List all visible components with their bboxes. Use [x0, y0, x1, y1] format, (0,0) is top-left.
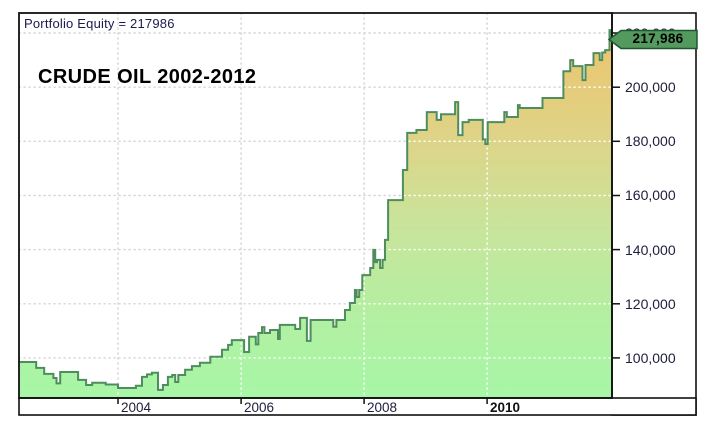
y-tick-label-140000: 140,000 — [625, 242, 676, 258]
x-tick-label-2008: 2008 — [367, 400, 398, 415]
equity-value-tag: 217,986 — [608, 29, 700, 50]
y-tick-label-160000: 160,000 — [625, 187, 676, 203]
portfolio-equity-label: Portfolio Equity = 217986 — [24, 16, 175, 31]
equity-value-tag-shape — [608, 29, 698, 50]
y-tick-label-180000: 180,000 — [625, 133, 676, 149]
y-tick-label-100000: 100,000 — [625, 350, 676, 366]
y-tick-label-200000: 200,000 — [625, 79, 676, 95]
x-tick-label-2006: 2006 — [244, 400, 275, 415]
chart-title: CRUDE OIL 2002-2012 — [38, 66, 257, 88]
x-tick-label-2010: 2010 — [490, 400, 521, 415]
x-tick-label-2004: 2004 — [121, 400, 152, 415]
y-tick-label-120000: 120,000 — [625, 296, 676, 312]
equity-value-tag-text: 217,986 — [632, 31, 684, 46]
